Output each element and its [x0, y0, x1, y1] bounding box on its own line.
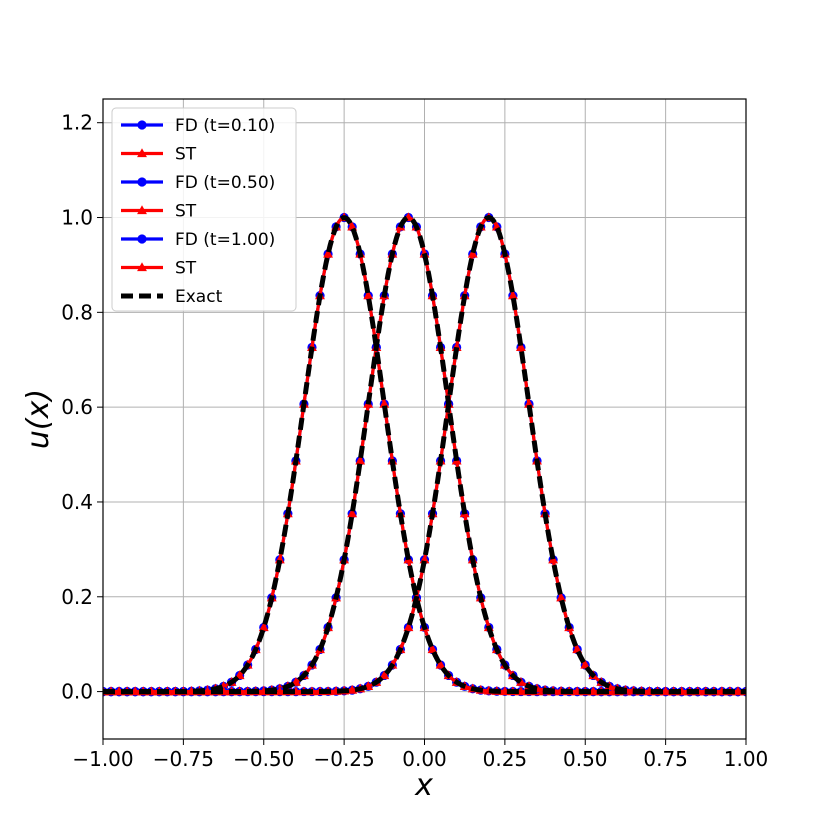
series-exact	[103, 214, 746, 695]
st-point	[258, 622, 269, 632]
st-point	[516, 342, 526, 351]
legend-entry: ST	[121, 145, 197, 165]
st-point	[363, 290, 374, 300]
st-point	[347, 684, 358, 694]
y-tick-label: 0.2	[61, 585, 93, 609]
legend-marker	[137, 148, 147, 158]
y-tick-label: 0.6	[61, 395, 93, 419]
x-tick-label: 0.75	[643, 747, 688, 771]
st-point	[572, 644, 583, 654]
st-point	[347, 508, 358, 518]
y-axis-label: u(x)	[21, 389, 56, 449]
y-axis: 0.0 0.2 0.4 0.6 0.8 1.0 1.2	[61, 111, 103, 704]
y-tick-label: 0.0	[61, 680, 93, 704]
x-tick-label: 0.25	[483, 747, 528, 771]
st-point	[403, 622, 414, 632]
legend-marker	[137, 234, 147, 244]
legend-entry: FD (t=1.00)	[121, 230, 275, 250]
st-point	[660, 686, 671, 696]
y-tick-label: 1.0	[61, 206, 93, 230]
legend: FD (t=0.10) ST FD (t=0.50) ST FD (t=1.00) ST E…	[111, 107, 297, 312]
legend-entry: FD (t=0.50)	[121, 173, 275, 193]
st-point	[427, 644, 438, 654]
x-tick-label: −0.75	[153, 747, 214, 771]
legend-marker	[137, 177, 147, 187]
x-axis: −1.00 −0.75 −0.50 −0.25 0.00 0.25 0.50 0.75 1.00	[72, 739, 768, 771]
legend-entry: ST	[121, 259, 197, 279]
st-point	[507, 290, 518, 300]
y-tick-label: 1.2	[61, 111, 93, 135]
legend-label: FD (t=0.50)	[175, 173, 275, 193]
st-point	[733, 686, 743, 696]
legend-marker	[137, 262, 147, 272]
legend-label: ST	[175, 202, 197, 222]
st-point	[355, 455, 366, 465]
legend-entry: Exact	[121, 287, 223, 307]
legend-marker	[137, 205, 147, 215]
x-tick-label: −0.50	[233, 747, 294, 771]
legend-label: FD (t=1.00)	[175, 230, 275, 250]
st-point	[435, 659, 446, 669]
legend-label: Exact	[175, 287, 223, 307]
legend-label: ST	[175, 259, 197, 279]
legend-box	[111, 107, 297, 312]
st-point	[323, 248, 333, 258]
st-point	[580, 659, 591, 669]
st-point	[379, 670, 390, 680]
x-tick-label: 0.00	[402, 747, 447, 771]
y-tick-label: 0.4	[61, 490, 93, 514]
x-tick-label: −0.25	[313, 747, 374, 771]
plot-area	[103, 212, 746, 697]
st-point	[467, 248, 478, 258]
x-tick-label: 1.00	[724, 747, 769, 771]
x-axis-label: x	[414, 768, 433, 803]
legend-label: FD (t=0.10)	[175, 116, 275, 136]
x-tick-label: 0.50	[563, 747, 608, 771]
st-point	[274, 686, 285, 696]
legend-label: ST	[175, 145, 197, 165]
legend-marker	[137, 120, 147, 130]
st-point	[202, 686, 213, 696]
st-point	[516, 676, 526, 686]
legend-entry: ST	[121, 202, 197, 222]
x-tick-label: −1.00	[72, 747, 133, 771]
st-point	[556, 592, 567, 602]
series-exact-line	[103, 214, 746, 695]
y-tick-label: 0.8	[61, 300, 93, 324]
legend-entry: FD (t=0.10)	[121, 116, 275, 136]
